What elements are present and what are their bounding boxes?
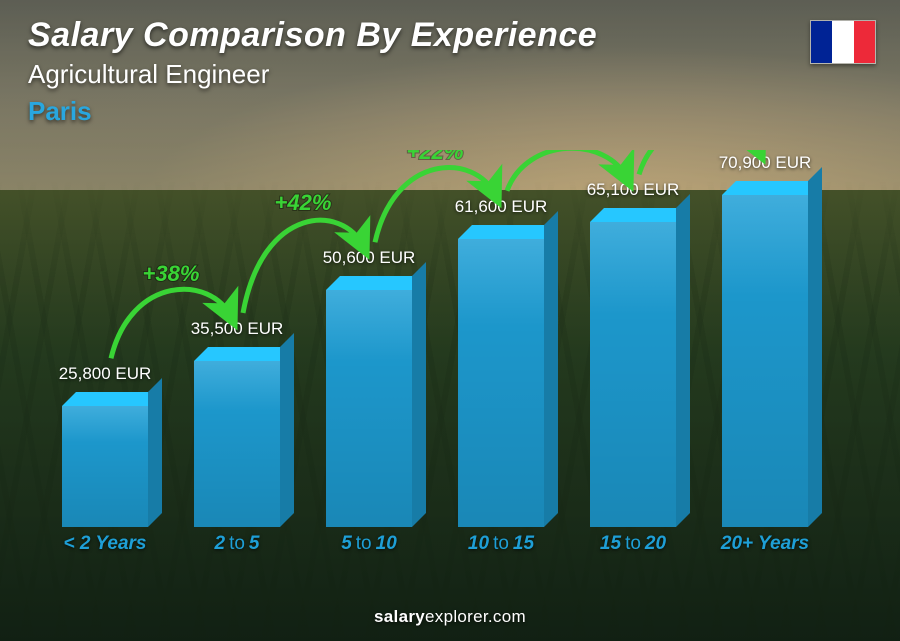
bar-top [722, 181, 822, 195]
x-axis-label: 15to20 [576, 533, 690, 563]
bar-slot: 61,600 EUR [444, 150, 558, 527]
bar: 25,800 EUR [62, 406, 148, 527]
bar: 35,500 EUR [194, 361, 280, 527]
bar-slot: 35,500 EUR [180, 150, 294, 527]
bar: 65,100 EUR [590, 222, 676, 527]
bar-value-label: 70,900 EUR [719, 153, 812, 173]
footer-brand-bold: salary [374, 607, 425, 626]
bar-value-label: 50,600 EUR [323, 248, 416, 268]
footer-brand-rest: explorer.com [425, 607, 526, 626]
bar-top [458, 225, 558, 239]
title-block: Salary Comparison By Experience Agricult… [28, 16, 597, 127]
bar-chart: 25,800 EUR 35,500 EUR 50,600 EUR 61,600 EUR… [40, 150, 830, 563]
flag-stripe-blue [811, 21, 832, 63]
bar-side [148, 378, 162, 527]
bar-slot: 65,100 EUR [576, 150, 690, 527]
bar-side [544, 211, 558, 527]
bar-side [280, 333, 294, 527]
x-axis-label: 5to10 [312, 533, 426, 563]
bar: 61,600 EUR [458, 239, 544, 527]
bar-top [326, 276, 426, 290]
infographic-stage: Salary Comparison By Experience Agricult… [0, 0, 900, 641]
x-axis-label: < 2 Years [48, 533, 162, 563]
chart-location: Paris [28, 96, 597, 127]
chart-title: Salary Comparison By Experience [28, 16, 597, 55]
chart-subtitle: Agricultural Engineer [28, 59, 597, 90]
flag-stripe-white [832, 21, 853, 63]
flag-stripe-red [854, 21, 875, 63]
bar-top [194, 347, 294, 361]
bar-value-label: 65,100 EUR [587, 180, 680, 200]
bar-top [590, 208, 690, 222]
x-axis: < 2 Years 2to5 5to10 10to15 15to20 20+ Years [40, 533, 830, 563]
bar-front [458, 239, 544, 527]
bar: 50,600 EUR [326, 290, 412, 527]
bar: 70,900 EUR [722, 195, 808, 527]
bar-side [412, 262, 426, 527]
bar-value-label: 61,600 EUR [455, 197, 548, 217]
france-flag-icon [810, 20, 876, 64]
x-axis-label: 10to15 [444, 533, 558, 563]
bar-front [62, 406, 148, 527]
bar-front [590, 222, 676, 527]
bar-value-label: 25,800 EUR [59, 364, 152, 384]
bar-top [62, 392, 162, 406]
source-attribution: salaryexplorer.com [0, 607, 900, 627]
bar-front [326, 290, 412, 527]
bar-value-label: 35,500 EUR [191, 319, 284, 339]
bar-slot: 25,800 EUR [48, 150, 162, 527]
x-axis-label: 2to5 [180, 533, 294, 563]
bar-front [194, 361, 280, 527]
bar-slot: 50,600 EUR [312, 150, 426, 527]
bar-side [808, 167, 822, 527]
bar-front [722, 195, 808, 527]
bars-container: 25,800 EUR 35,500 EUR 50,600 EUR 61,600 EUR… [40, 150, 830, 527]
bar-slot: 70,900 EUR [708, 150, 822, 527]
x-axis-label: 20+ Years [708, 533, 822, 563]
bar-side [676, 194, 690, 527]
